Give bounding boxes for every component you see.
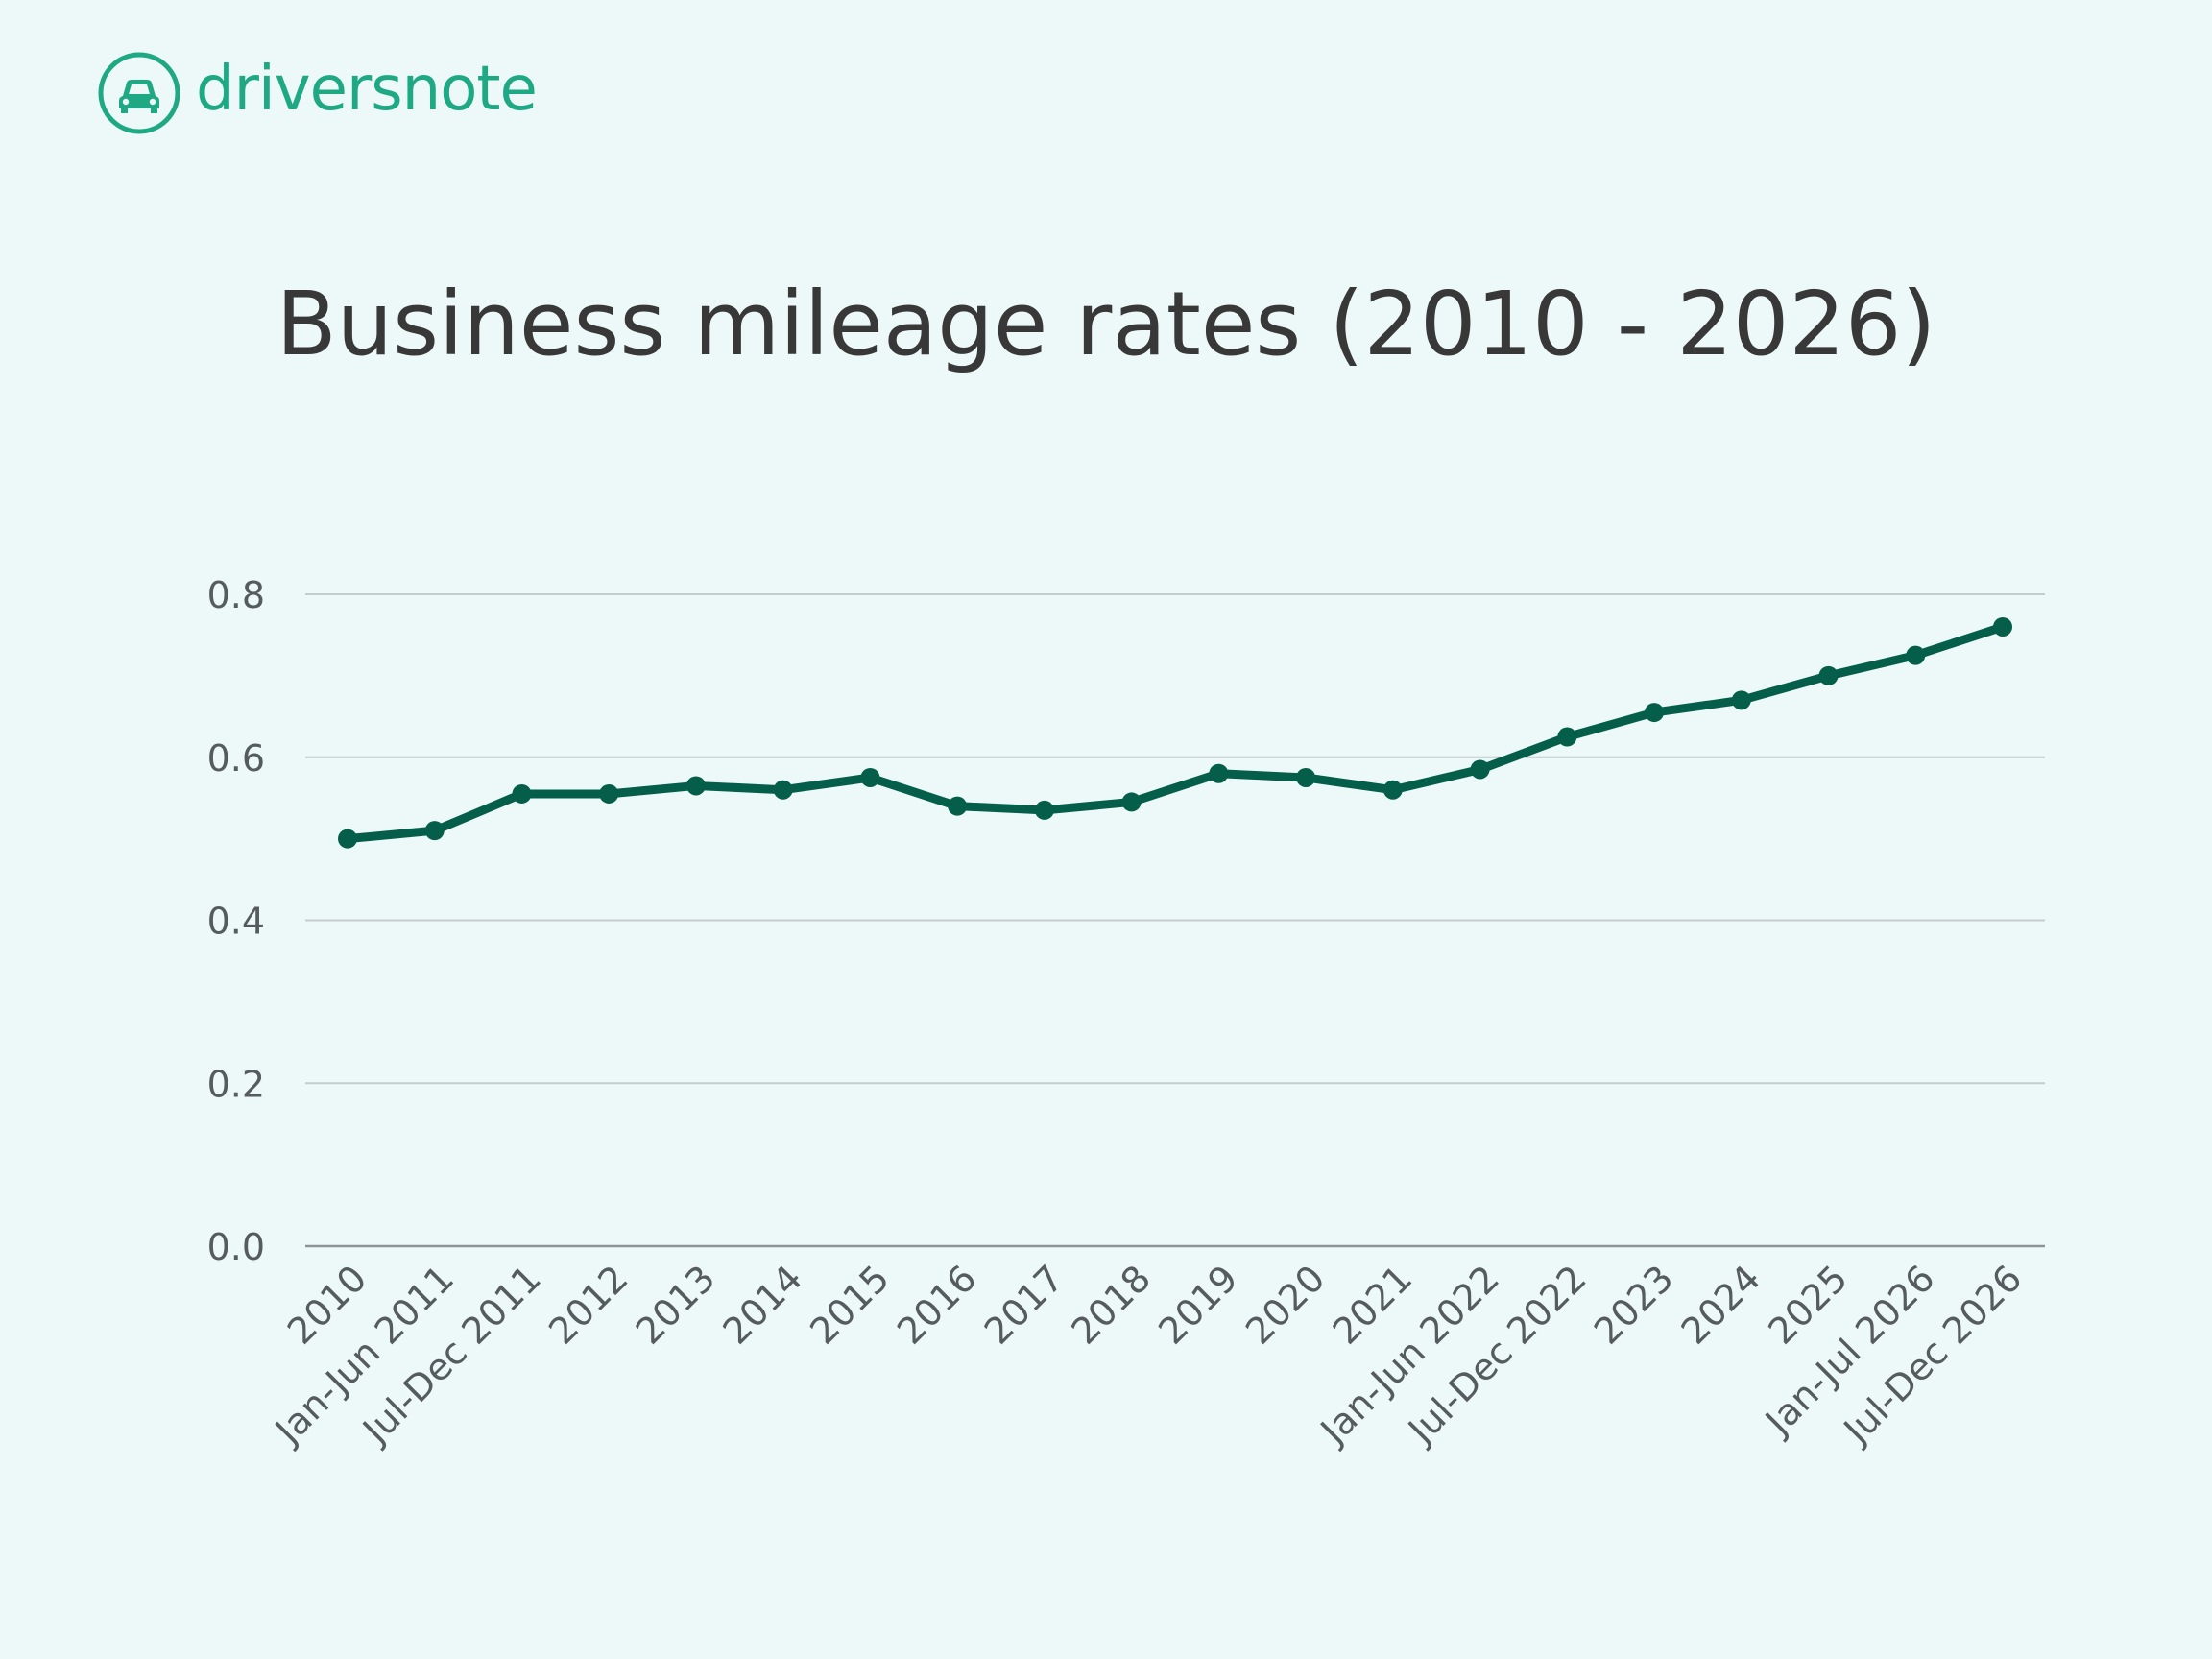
brand-logo: driversnote — [96, 50, 538, 136]
x-tick-label: 2015 — [802, 1257, 898, 1353]
data-point — [948, 796, 968, 816]
series-line — [343, 622, 2008, 844]
x-tick-label: 2024 — [1673, 1257, 1769, 1353]
data-series — [338, 616, 2012, 849]
data-point — [1121, 792, 1142, 812]
y-tick-label: 0.6 — [207, 737, 265, 780]
data-point — [1731, 690, 1751, 710]
y-axis-ticks: 0.0 0.2 0.4 0.6 0.8 — [207, 574, 265, 1268]
y-tick-label: 0.4 — [207, 901, 265, 943]
data-point — [1993, 616, 2012, 637]
data-point — [1818, 665, 1839, 685]
data-point — [1906, 645, 1926, 665]
car-icon — [98, 52, 180, 134]
data-point — [424, 821, 445, 841]
brand-name: driversnote — [196, 54, 538, 125]
y-tick-label: 0.2 — [207, 1063, 265, 1105]
data-point — [685, 776, 706, 796]
x-tick-label: 2020 — [1238, 1257, 1334, 1353]
data-point — [1209, 763, 1229, 783]
y-tick-label: 0.0 — [207, 1226, 265, 1268]
data-point — [1645, 703, 1665, 723]
x-tick-label: 2023 — [1586, 1257, 1682, 1353]
x-tick-label: 2016 — [889, 1257, 985, 1353]
x-tick-label: 2017 — [976, 1257, 1072, 1353]
data-point — [773, 780, 793, 800]
x-tick-label: 2018 — [1063, 1257, 1159, 1353]
chart-title: Business mileage rates (2010 - 2026) — [276, 273, 1936, 375]
x-tick-label: 2014 — [715, 1257, 811, 1353]
data-point — [1296, 767, 1316, 787]
data-point — [338, 829, 357, 849]
data-point — [1470, 759, 1490, 780]
data-point — [1557, 727, 1577, 747]
x-tick-label: 2019 — [1150, 1257, 1246, 1353]
data-point — [1034, 800, 1054, 820]
data-point — [512, 783, 532, 804]
grid-lines — [305, 593, 2045, 1248]
y-tick-label: 0.8 — [207, 574, 265, 616]
x-tick-label: 2013 — [628, 1257, 724, 1353]
data-point — [599, 783, 619, 804]
data-point — [1382, 780, 1403, 800]
x-tick-label: 2012 — [541, 1257, 637, 1353]
data-point — [860, 767, 880, 787]
